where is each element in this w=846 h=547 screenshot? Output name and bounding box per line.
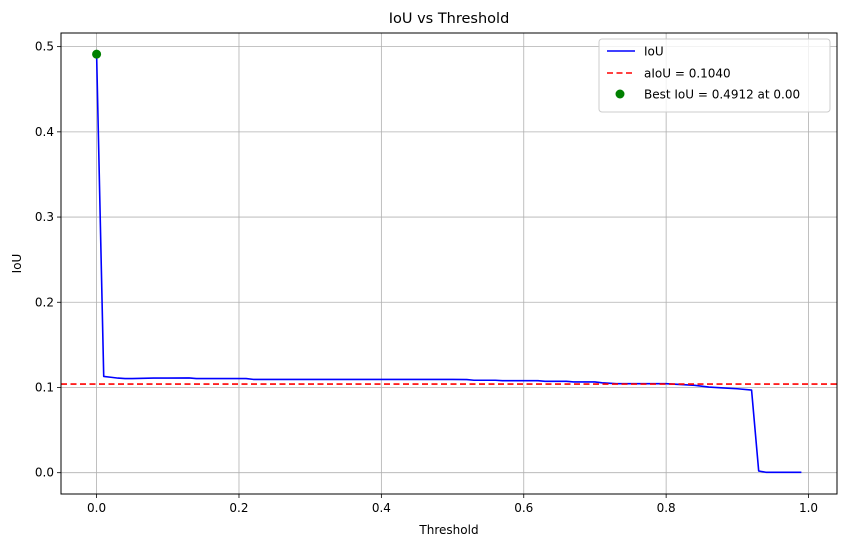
ticks: 0.0 0.2 0.4 0.6 0.8 1.0 0.0 0.1 0.2 0.3 0.4 0.5 — [35, 40, 818, 515]
x-tick-label: 0.6 — [514, 501, 533, 515]
y-tick-label: 0.0 — [35, 466, 54, 480]
y-tick-label: 0.2 — [35, 295, 54, 309]
x-tick-label: 0.8 — [657, 501, 676, 515]
x-tick-label: 0.2 — [229, 501, 248, 515]
y-tick-label: 0.5 — [35, 40, 54, 54]
legend-iou-label: IoU — [644, 45, 664, 59]
grid — [61, 33, 837, 494]
iou-line — [95, 54, 802, 474]
x-tick-label: 0.0 — [87, 501, 106, 515]
legend-best-marker-sample — [615, 89, 625, 99]
legend: IoU aIoU = 0.1040 Best IoU = 0.4912 at 0… — [598, 38, 831, 113]
y-axis-label: IoU — [10, 254, 24, 274]
x-axis-label: Threshold — [418, 523, 478, 537]
legend-best-label: Best IoU = 0.4912 at 0.00 — [644, 88, 800, 102]
x-tick-label: 0.4 — [372, 501, 391, 515]
x-tick-label: 1.0 — [799, 501, 818, 515]
y-tick-label: 0.1 — [35, 380, 54, 394]
best-iou-point — [92, 49, 102, 59]
plot-data — [61, 49, 837, 474]
y-tick-label: 0.3 — [35, 210, 54, 224]
y-tick-label: 0.4 — [35, 125, 54, 139]
legend-aiou-label: aIoU = 0.1040 — [644, 67, 731, 81]
legend-box — [598, 38, 831, 113]
chart-title: IoU vs Threshold — [389, 11, 510, 27]
axes-frame — [60, 32, 838, 495]
